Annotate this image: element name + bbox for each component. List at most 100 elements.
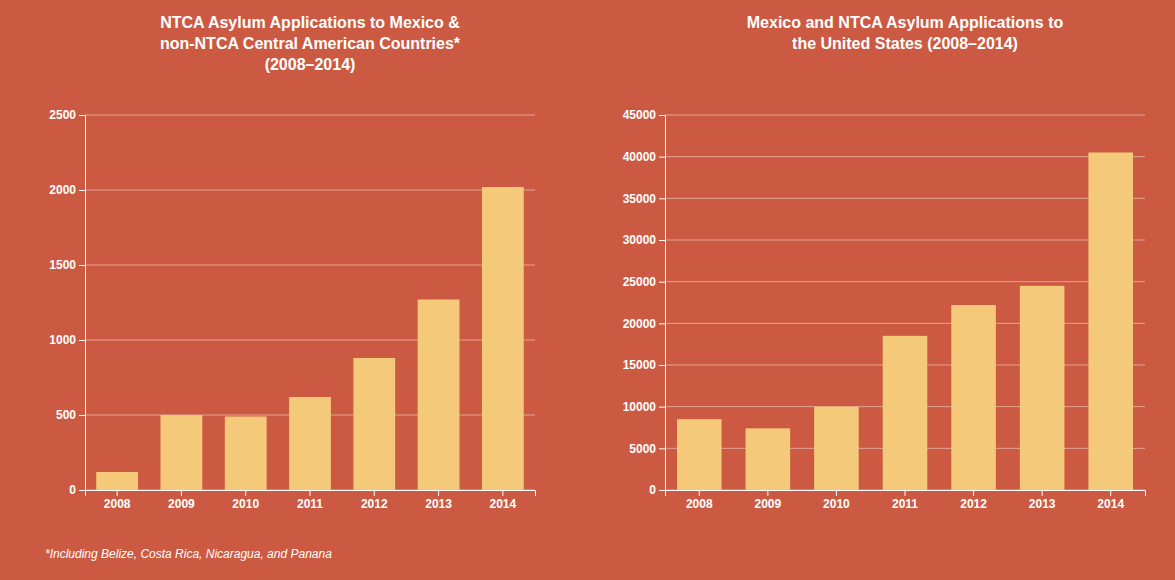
y-tick-mark: [79, 265, 85, 266]
x-tick: 2010: [232, 490, 259, 511]
y-tick: 20000: [623, 317, 665, 331]
x-tick-label: 2012: [960, 497, 987, 511]
x-tick: 2012: [960, 490, 987, 511]
chart-title: Mexico and NTCA Asylum Applications toth…: [747, 14, 1064, 52]
x-tick: 2009: [755, 490, 782, 511]
chart-panel: 2008 2009 2010 2011 2012 2013 2014 0 5000 10000 15…: [623, 108, 1146, 510]
y-tick-mark: [79, 115, 85, 116]
chart-panel: 2008200920102011201220132014050010001500…: [49, 108, 535, 510]
y-tick-label: 20000: [623, 317, 657, 331]
grid-line: [85, 265, 535, 266]
y-tick-label: 15000: [623, 358, 657, 372]
grid-line: [665, 198, 1145, 199]
x-tick-mark: [245, 490, 246, 496]
y-tick-label: 40000: [623, 150, 657, 164]
y-tick: 30000: [623, 233, 665, 247]
x-tick-mark: [905, 490, 906, 496]
y-tick-mark: [79, 490, 85, 491]
y-tick: 5000: [629, 442, 665, 456]
x-axis-line: [666, 491, 1146, 497]
x-tick-label: 2011: [297, 497, 323, 511]
bar: [1088, 153, 1133, 491]
chart-svg: 2008 2009 2010 2011 2012 2013 2014 0 500 1000 1500…: [0, 0, 1175, 580]
y-axis: 0 5000 10000 15000 20000 25000 30000 35000 40000…: [623, 108, 666, 497]
y-tick-mark: [659, 448, 665, 449]
x-tick: 2008: [104, 490, 131, 511]
y-tick-label: 2500: [49, 108, 76, 122]
x-tick-mark: [310, 490, 311, 496]
chart-container: 2008 2009 2010 2011 2012 2013 2014 0 500 1000 1500…: [0, 0, 1175, 580]
footnote: *Including Belize, Costa Rica, Nicaragua…: [45, 547, 332, 561]
x-axis: 2008200920102011201220132014: [86, 490, 536, 511]
x-tick-label: 2013: [425, 497, 452, 511]
bar: [951, 305, 996, 490]
x-tick: 2010: [823, 490, 850, 511]
y-tick-mark: [659, 240, 665, 241]
x-tick-mark: [767, 490, 768, 496]
y-tick-mark: [659, 323, 665, 324]
x-tick: 2008: [686, 490, 713, 511]
bar: [883, 336, 928, 490]
y-tick-label: 5000: [629, 442, 656, 456]
y-tick-mark: [79, 340, 85, 341]
y-tick-label: 0: [69, 483, 76, 497]
grid-line: [85, 190, 535, 191]
grid-line: [665, 156, 1145, 157]
y-tick: 40000: [623, 150, 665, 164]
x-tick: 2009: [168, 490, 195, 511]
y-tick: 25000: [623, 275, 665, 289]
y-tick-mark: [659, 198, 665, 199]
x-tick: 2013: [425, 490, 452, 511]
y-tick-label: 30000: [623, 233, 657, 247]
bar: [677, 419, 722, 490]
bar: [746, 428, 791, 490]
y-tick-label: 10000: [623, 400, 657, 414]
y-tick-mark: [659, 282, 665, 283]
y-tick: 0: [69, 483, 85, 497]
x-tick-label: 2010: [232, 497, 259, 511]
grid: [85, 115, 535, 490]
background: [0, 0, 1175, 580]
x-tick-label: 2009: [168, 497, 195, 511]
x-axis-line: [86, 491, 536, 497]
y-tick: 35000: [623, 192, 665, 206]
y-tick-label: 0: [649, 483, 656, 497]
x-tick-label: 2008: [104, 497, 131, 511]
x-tick-mark: [502, 490, 503, 496]
y-tick-label: 500: [56, 408, 76, 422]
x-tick-mark: [438, 490, 439, 496]
y-tick-mark: [659, 365, 665, 366]
x-tick-label: 2014: [490, 497, 517, 511]
y-tick-mark: [659, 490, 665, 491]
x-tick-label: 2008: [686, 497, 713, 511]
bar: [96, 472, 138, 490]
x-tick-label: 2009: [755, 497, 782, 511]
grid-line: [665, 323, 1145, 324]
y-tick-mark: [79, 190, 85, 191]
y-axis-line: [659, 116, 666, 491]
bar: [814, 407, 859, 490]
bar: [1020, 286, 1065, 490]
y-tick: 1500: [49, 258, 85, 272]
grid-line: [665, 240, 1145, 241]
bar: [418, 300, 460, 491]
bar: [225, 417, 267, 491]
y-tick: 45000: [623, 108, 665, 122]
bars: [96, 187, 524, 490]
y-tick: 1000: [49, 333, 85, 347]
bar: [353, 358, 395, 490]
x-tick-mark: [836, 490, 837, 496]
x-tick-mark: [1110, 490, 1111, 496]
x-tick: 2014: [1097, 490, 1124, 511]
x-tick-label: 2011: [892, 497, 918, 511]
y-tick-label: 2000: [49, 183, 76, 197]
x-tick-mark: [973, 490, 974, 496]
bar: [161, 415, 203, 490]
x-tick: 2011: [297, 490, 323, 511]
y-tick-label: 25000: [623, 275, 657, 289]
bar: [482, 187, 524, 490]
grid: [665, 115, 1145, 490]
x-tick-label: 2013: [1029, 497, 1056, 511]
x-tick-mark: [181, 490, 182, 496]
bar: [289, 397, 331, 490]
